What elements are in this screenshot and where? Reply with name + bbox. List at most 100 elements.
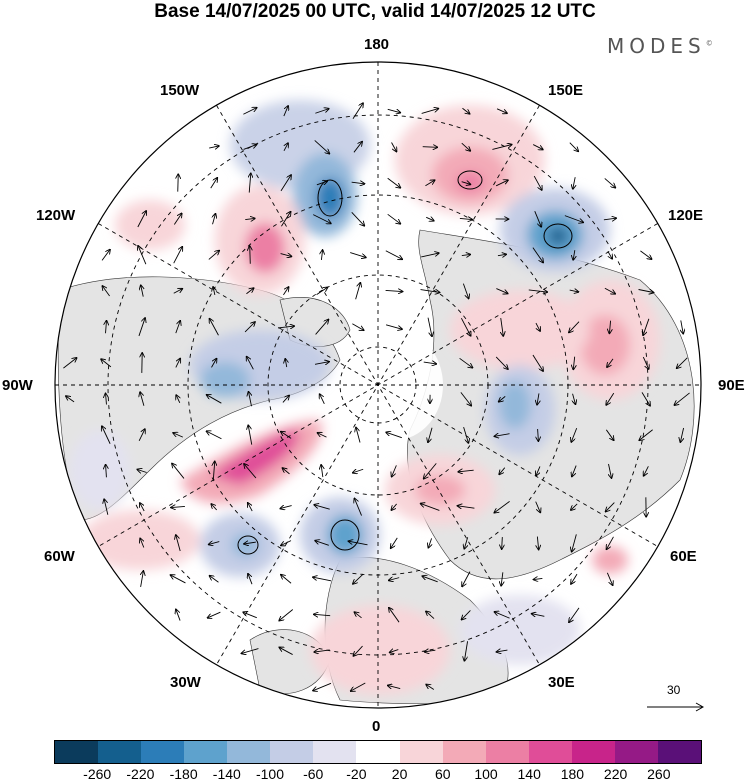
wind-arrow-icon [426, 217, 434, 220]
wind-arrow-icon [314, 505, 330, 510]
wind-arrow-icon [354, 612, 362, 619]
wind-arrow-icon [497, 650, 508, 652]
wind-arrow-icon [350, 252, 366, 258]
colorbar-tick-label: 20 [391, 766, 408, 782]
wind-arrow-icon [571, 427, 578, 442]
wind-arrow-icon [391, 537, 398, 548]
colorbar-tick-label: 180 [560, 766, 585, 782]
wind-arrow-icon [353, 645, 363, 656]
wind-arrow-icon [572, 465, 577, 477]
colorbar-tick-label: -180 [169, 766, 198, 782]
wind-arrow-icon [140, 538, 144, 548]
wind-arrow-icon [208, 611, 221, 618]
wind-arrow-icon [460, 392, 471, 405]
wind-arrow-icon [140, 392, 145, 406]
wind-arrow-icon [211, 504, 218, 511]
wind-arrow-icon [104, 499, 109, 515]
wind-arrow-icon [536, 466, 541, 475]
wind-arrow-icon [351, 682, 366, 691]
wind-arrow-icon [461, 182, 471, 185]
wind-arrow-icon [138, 246, 147, 265]
wind-arrow-icon [355, 283, 361, 300]
wind-arrow-icon [102, 286, 110, 297]
wind-arrow-icon [532, 144, 543, 150]
wind-arrow-icon [389, 608, 400, 623]
wind-arrow-icon [532, 354, 543, 371]
anomaly-field [70, 100, 660, 695]
colorbar-tick-label: 220 [603, 766, 628, 782]
wind-arrow-icon [425, 180, 434, 187]
wind-arrow-icon [106, 465, 107, 478]
wind-arrow-icon [460, 317, 470, 336]
colorbar-swatch [356, 741, 400, 763]
wind-arrow-icon [573, 177, 575, 189]
reference-arrow-icon [647, 702, 705, 712]
wind-arrow-icon [280, 175, 291, 192]
lon-label-120w: 120W [36, 207, 76, 224]
wind-arrow-icon [458, 470, 474, 472]
wind-arrow-icon [283, 106, 288, 117]
wind-vectors [63, 103, 690, 691]
lon-label-120e: 120E [668, 207, 704, 224]
wind-arrow-icon [644, 466, 649, 475]
wind-arrow-icon [385, 290, 403, 291]
wind-arrow-icon [173, 289, 182, 294]
wind-arrow-icon [279, 647, 293, 655]
wind-arrow-icon [249, 392, 252, 407]
wind-arrow-icon [138, 429, 145, 442]
wind-arrow-icon [573, 393, 576, 404]
wind-arrow-icon [603, 218, 616, 220]
wind-arrow-icon [606, 502, 615, 512]
wind-arrow-icon [642, 356, 648, 369]
wind-arrow-icon [640, 250, 651, 259]
wind-arrow-icon [388, 685, 401, 688]
wind-arrow-icon [102, 426, 111, 444]
wind-arrow-icon [66, 396, 75, 403]
wind-arrow-icon [422, 147, 438, 148]
wind-arrow-icon [141, 285, 143, 297]
colorbar-swatch [55, 741, 99, 763]
colorbar-swatch [528, 741, 572, 763]
wind-arrow-icon [386, 432, 402, 439]
wind-arrow-icon [464, 641, 469, 660]
lon-label-180: 180 [364, 36, 390, 53]
colorbar-tick-label: -60 [303, 766, 324, 782]
wind-arrow-icon [246, 288, 253, 295]
colorbar-swatch [184, 741, 228, 763]
wind-arrow-icon [243, 145, 257, 150]
wind-arrow-icon [245, 218, 255, 219]
wind-arrow-icon [173, 247, 183, 264]
wind-arrow-icon [244, 542, 256, 544]
wind-arrow-icon [244, 322, 255, 333]
wind-arrow-icon [316, 181, 327, 185]
wind-arrow-icon [499, 467, 506, 475]
colorbar-swatch [614, 741, 658, 763]
wind-arrow-icon [606, 572, 612, 585]
wind-arrow-icon [532, 247, 543, 263]
wind-arrow-icon [249, 173, 251, 193]
wind-arrow-icon [277, 326, 294, 328]
wind-arrow-icon [140, 503, 145, 512]
lon-label-60w: 60W [44, 548, 75, 565]
wind-arrow-icon [315, 109, 328, 114]
wind-arrow-icon [534, 211, 541, 227]
wind-arrow-icon [459, 357, 473, 367]
colorbar-swatch [571, 741, 615, 763]
wind-arrow-icon [281, 432, 292, 439]
wind-arrow-icon [638, 290, 654, 293]
wind-arrow-icon [495, 180, 508, 187]
wind-arrow-icon [535, 322, 540, 331]
wind-arrow-icon [494, 434, 510, 437]
wind-arrow-icon [537, 393, 539, 404]
wind-arrow-icon [106, 394, 107, 405]
wind-arrow-icon [137, 470, 147, 473]
wind-arrow-icon [532, 614, 545, 617]
lon-label-60e: 60E [670, 548, 697, 565]
wind-arrow-icon [209, 146, 219, 148]
wind-arrow-icon [573, 356, 574, 370]
polar-stereographic-map [54, 61, 702, 709]
wind-arrow-icon [609, 320, 610, 334]
wind-arrow-icon [171, 575, 186, 584]
wind-arrow-icon [248, 574, 253, 585]
colorbar-tick-label: -100 [255, 766, 285, 782]
